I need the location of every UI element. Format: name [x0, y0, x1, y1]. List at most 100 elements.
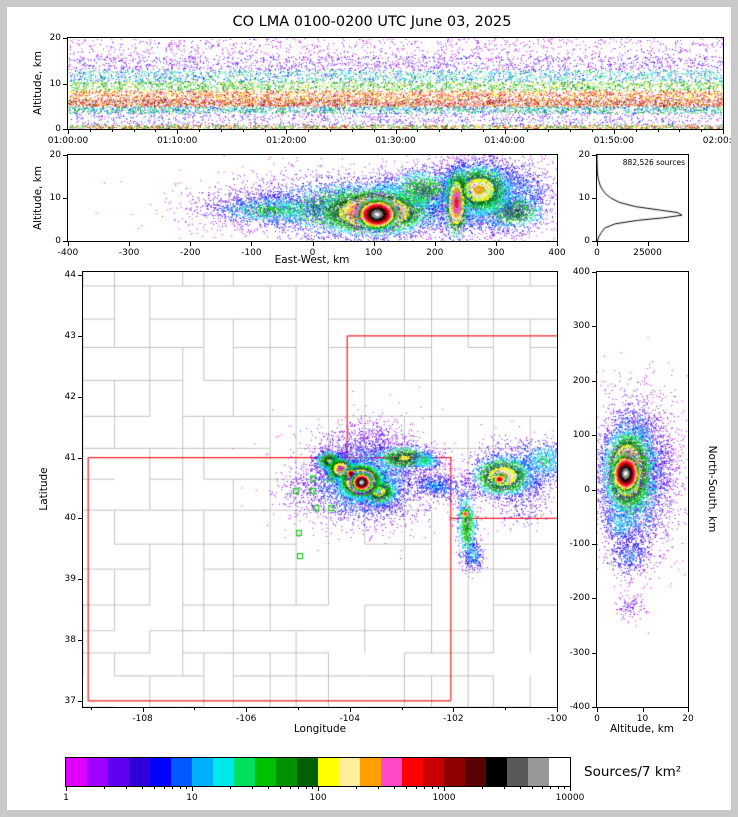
axis-tick: [438, 787, 440, 789]
axis-tick: [330, 130, 331, 132]
axis-tick-label: -106: [235, 714, 257, 724]
axis-tick-label: 37: [64, 695, 76, 706]
axis-tick: [177, 130, 179, 134]
axis-tick: [355, 787, 357, 789]
colorbar-segment: [234, 758, 255, 786]
axis-tick: [242, 130, 244, 132]
axis-tick: [177, 130, 179, 132]
axis-tick: [592, 272, 596, 273]
axis-tick: [126, 787, 128, 789]
colorbar-segment: [339, 758, 360, 786]
axis-tick-label: -102: [443, 714, 464, 724]
colorbar-segment: [423, 758, 444, 786]
axis-tick-label: 20: [578, 150, 590, 160]
axis-tick: [557, 787, 559, 789]
axis-tick: [78, 275, 82, 277]
axis-tick-label: 20: [682, 714, 694, 724]
colorbar-segment: [171, 758, 192, 786]
colorbar-segment: [66, 758, 87, 786]
axis-tick-label: 100: [572, 430, 590, 441]
axis-tick-label: -108: [132, 714, 153, 724]
axis-tick-label: 100: [309, 793, 327, 803]
axis-tick: [570, 787, 571, 791]
axis-tick-label: 10: [186, 793, 198, 803]
axis-tick: [642, 708, 644, 712]
axis-tick: [78, 335, 82, 337]
axis-tick: [570, 130, 572, 132]
axis-tick: [592, 489, 596, 491]
axis-tick: [190, 242, 192, 246]
axis-tick-label: 43: [64, 330, 76, 341]
axis-tick-label: 01:00:00: [47, 136, 89, 146]
axis-tick: [89, 130, 91, 132]
axis-tick-label: 38: [64, 635, 76, 646]
axis-tick-label: 400: [548, 248, 566, 258]
axis-tick: [63, 198, 67, 199]
axis-tick: [688, 708, 689, 712]
axis-tick-label: 10: [578, 193, 590, 203]
time-height-canvas: [68, 38, 723, 129]
axis-tick: [550, 787, 552, 789]
axis-tick: [592, 707, 596, 708]
axis-tick: [298, 787, 300, 789]
colorbar-segment: [276, 758, 297, 786]
axis-tick: [318, 787, 319, 791]
axis-tick: [66, 787, 67, 791]
axis-tick-label: 41: [64, 452, 76, 463]
axis-tick: [519, 787, 521, 789]
axis-tick: [557, 708, 558, 712]
axis-tick-label: -104: [339, 714, 360, 724]
axis-tick: [504, 130, 506, 132]
axis-tick: [308, 130, 310, 132]
axis-tick: [592, 598, 596, 600]
axis-tick: [63, 83, 67, 85]
ns-height-canvas: [597, 272, 688, 707]
axis-tick: [220, 130, 222, 132]
axis-tick: [129, 242, 131, 246]
axis-tick: [373, 130, 375, 132]
axis-tick-label: 0: [55, 236, 61, 246]
axis-tick-label: -100: [546, 714, 568, 724]
axis-tick-label: 300: [572, 321, 590, 332]
colorbar-segment: [381, 758, 402, 786]
axis-tick: [142, 708, 144, 712]
axis-tick: [592, 380, 596, 382]
axis-tick-label: 25000: [633, 248, 662, 258]
axis-tick-label: 400: [572, 267, 590, 277]
axis-tick-label: 0: [55, 124, 61, 134]
colorbar-segment: [402, 758, 423, 786]
axis-tick: [592, 435, 596, 437]
axis-tick-label: 1: [63, 793, 69, 803]
axis-tick: [305, 787, 307, 789]
axis-tick: [172, 787, 174, 789]
axis-tick: [373, 242, 375, 246]
map-ylabel: Latitude: [38, 467, 50, 511]
axis-tick: [63, 38, 67, 39]
axis-tick-label: -300: [569, 647, 590, 658]
axis-tick-label: 200: [426, 248, 444, 258]
axis-tick: [557, 242, 558, 246]
ew-height-canvas: [68, 155, 557, 241]
axis-tick: [199, 130, 200, 132]
axis-tick: [482, 130, 484, 132]
altitude-histogram-panel: 882,526 sources: [596, 154, 689, 242]
colorbar-segment: [549, 758, 570, 786]
axis-tick: [597, 708, 598, 712]
colorbar-segment: [150, 758, 171, 786]
axis-tick: [592, 543, 596, 545]
axis-tick: [78, 640, 82, 642]
axis-tick: [613, 130, 615, 132]
axis-tick: [186, 787, 188, 789]
axis-tick-label: -200: [569, 593, 590, 604]
axis-tick: [155, 130, 157, 132]
axis-tick: [657, 130, 659, 132]
axis-tick-label: 0: [584, 236, 590, 246]
axis-tick-label: 300: [487, 248, 505, 258]
axis-tick-label: -300: [118, 248, 140, 258]
axis-tick: [63, 155, 67, 156]
colorbar-segment: [129, 758, 150, 786]
axis-tick: [78, 457, 82, 459]
axis-tick: [424, 787, 426, 789]
axis-tick: [635, 130, 637, 132]
